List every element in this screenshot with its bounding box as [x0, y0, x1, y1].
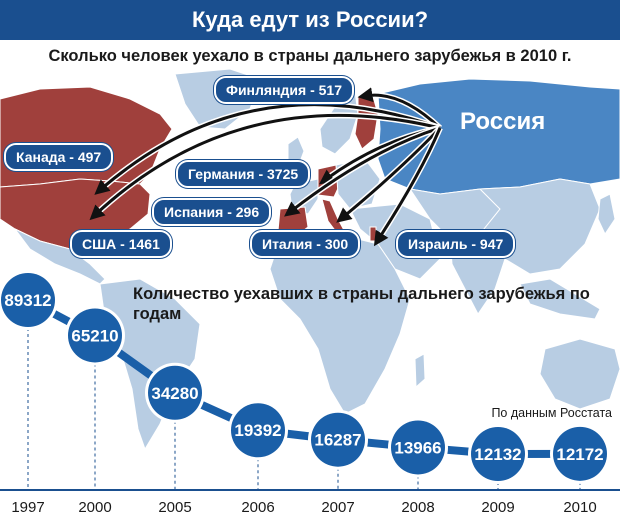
year-label-2009: 2009 — [481, 499, 514, 516]
yearly-title: Количество уехавших в страны дальнего за… — [133, 285, 590, 323]
map-central-america — [14, 228, 106, 285]
year-label-2010: 2010 — [563, 499, 596, 516]
value-label-2008: 13966 — [394, 438, 441, 457]
value-label-2000: 65210 — [71, 326, 118, 345]
year-label-2008: 2008 — [401, 499, 434, 516]
arrow-usa — [89, 113, 441, 221]
russia-label: Россия — [460, 108, 546, 135]
destination-spain: Испания - 296 — [152, 198, 272, 226]
value-label-2009: 12132 — [474, 445, 521, 464]
bubble-2009 — [471, 427, 525, 481]
value-label-2005: 34280 — [151, 384, 198, 403]
destination-finland: Финляндия - 517 — [214, 76, 354, 104]
bubble-2006 — [231, 403, 285, 458]
map-middle-east — [349, 203, 441, 280]
value-label-2007: 16287 — [314, 431, 361, 450]
destination-israel: Израиль - 947 — [396, 230, 516, 258]
map-subtitle: Сколько человек уехало в страны дальнего… — [0, 43, 620, 69]
bubble-1997 — [1, 273, 55, 327]
yearly-timeline: 89312 1997 65210 2000 34280 2005 19392 2006 1628… — [0, 270, 620, 516]
year-label-2005: 2005 — [158, 499, 191, 516]
page-title: Куда едут из России? — [0, 0, 620, 40]
bubble-2008 — [391, 420, 445, 475]
bubble-2000 — [68, 308, 122, 363]
value-label-2006: 19392 — [234, 421, 281, 440]
bubble-2007 — [311, 412, 365, 467]
arrow-spain — [284, 126, 441, 217]
migration-arrows — [89, 87, 443, 247]
bubble-2005 — [148, 365, 202, 420]
map-australia — [539, 338, 620, 410]
bubble-2010 — [553, 426, 607, 481]
map-madagascar — [414, 353, 426, 389]
year-label-2000: 2000 — [78, 499, 111, 516]
source-note: По данным Росстата — [491, 406, 612, 420]
arrow-canada — [94, 103, 441, 195]
value-label-1997: 89312 — [4, 291, 51, 310]
destination-germany: Германия - 3725 — [176, 160, 311, 188]
value-label-2010: 12172 — [556, 445, 603, 464]
arrow-finland — [357, 87, 442, 130]
destination-italy: Италия - 300 — [250, 230, 361, 258]
arrow-israel — [373, 127, 442, 247]
map-africa — [269, 233, 411, 415]
destination-usa: США - 1461 — [70, 230, 172, 258]
map-japan — [597, 193, 616, 236]
arrow-italy — [336, 126, 442, 223]
year-label-2006: 2006 — [241, 499, 274, 516]
year-label-1997: 1997 — [11, 499, 44, 516]
map-southeast-asia — [519, 278, 601, 320]
year-label-2007: 2007 — [321, 499, 354, 516]
destination-canada: Канада - 497 — [4, 143, 114, 171]
